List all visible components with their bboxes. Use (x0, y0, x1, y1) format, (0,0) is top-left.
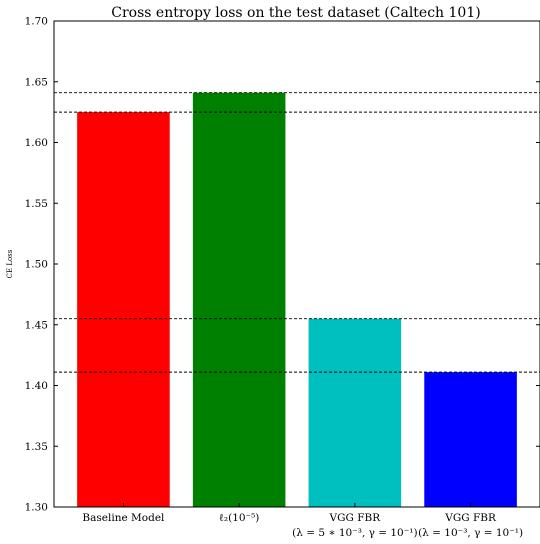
y-tick-label: 1.30 (25, 502, 48, 514)
bar-4 (424, 372, 517, 507)
reference-lines-group (54, 92, 540, 373)
bar-2 (192, 92, 286, 507)
y-tick-label: 1.65 (25, 76, 48, 88)
y-axis: 1.30 1.35 1.40 1.45 1.50 1.55 1.60 1.65 1.70 (25, 16, 540, 514)
y-tick-label: 1.60 (25, 137, 48, 149)
x-tick-label: (λ = 10⁻³, γ = 10⁻¹) (418, 527, 523, 539)
y-tick-label: 1.40 (25, 380, 48, 392)
bar-1 (77, 112, 170, 507)
y-tick-label: 1.70 (25, 16, 48, 28)
x-tick-label: Baseline Model (82, 512, 165, 524)
x-axis: Baseline Model ℓ₂(10⁻⁵) VGG FBR (λ = 5 ∗ 10… (82, 503, 523, 539)
y-tick-label: 1.55 (25, 198, 48, 210)
y-tick-label: 1.50 (25, 259, 48, 271)
x-tick-label: VGG FBR (444, 512, 497, 524)
bar-3 (308, 318, 402, 507)
x-tick-label: (λ = 5 ∗ 10⁻³, γ = 10⁻¹) (292, 527, 417, 539)
x-tick-label: VGG FBR (329, 512, 382, 524)
y-tick-label: 1.35 (25, 441, 48, 453)
chart-title: Cross entropy loss on the test dataset (… (111, 5, 480, 21)
y-tick-label: 1.45 (25, 319, 48, 331)
y-axis-label: CE Loss (6, 249, 14, 278)
x-tick-label: ℓ₂(10⁻⁵) (219, 512, 260, 524)
bars-group (77, 92, 517, 507)
